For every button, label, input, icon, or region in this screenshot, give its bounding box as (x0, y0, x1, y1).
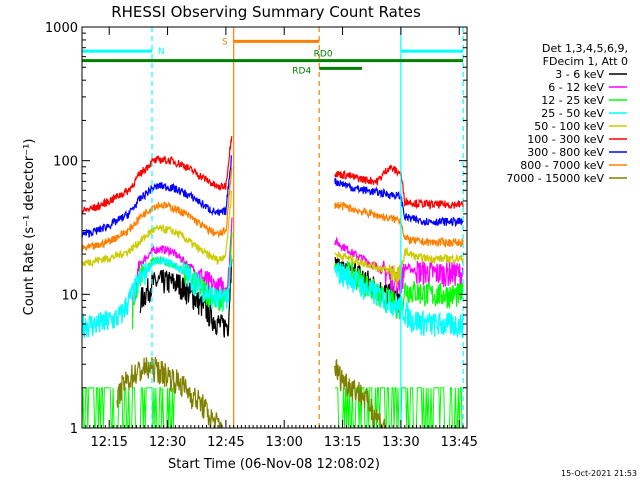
series-line-50-100-kev-b (334, 246, 464, 287)
legend-label-5: 100 - 300 keV (527, 133, 604, 146)
x-axis-label: Start Time (06-Nov-08 12:08:02) (168, 457, 380, 472)
flag-label-2: S (222, 37, 228, 47)
flag-label-3: RD0 (314, 50, 333, 60)
series-line-6-12-kev-b (334, 236, 464, 295)
legend-label-6: 300 - 800 keV (527, 146, 604, 159)
y-tick-label-3: 1000 (45, 21, 78, 36)
series-line-50-100-kev-a (81, 190, 233, 268)
series-line-100-300-kev-a (81, 136, 233, 215)
y-tick-label-0: 1 (70, 422, 78, 437)
x-tick-label-0: 12:15 (90, 435, 127, 450)
x-tick-label-1: 12:30 (149, 435, 186, 450)
legend-label-4: 50 - 100 keV (534, 120, 604, 133)
legend-label-3: 25 - 50 keV (541, 107, 604, 120)
series-line-800-7000-kev-b (334, 201, 464, 248)
legend-label-7: 800 - 7000 keV (520, 159, 604, 172)
y-tick-label-2: 100 (53, 155, 78, 170)
series-line-300-800-kev-b (334, 178, 464, 228)
legend-label-1: 6 - 12 keV (548, 81, 604, 94)
y-tick-label-1: 10 (61, 288, 78, 303)
flag-label-0: N (158, 47, 165, 57)
series-line-300-800-kev-a (81, 154, 233, 239)
series-line-25-50-kev-a (81, 255, 233, 339)
axis-ticks: 12:15 12:30 12:45 13:00 13:15 13:30 13:45 1 10 10… (45, 21, 478, 450)
series-line-25-50-kev-b (334, 262, 464, 338)
legend: Det 1,3,4,5,6,9,FDecim 1, Att 03 - 6 keV… (506, 42, 628, 185)
series-line-800-7000-kev-a (81, 167, 233, 252)
series-line-3-6-kev-a (139, 258, 233, 338)
x-tick-label-3: 13:00 (265, 435, 302, 450)
x-tick-label-2: 12:45 (207, 435, 244, 450)
plot-frame (81, 26, 468, 429)
x-tick-label-6: 13:45 (440, 435, 477, 450)
legend-label-2: 12 - 25 keV (541, 94, 604, 107)
chart-title: RHESSI Observing Summary Count Rates (111, 3, 421, 21)
legend-header-0: Det 1,3,4,5,6,9, (542, 42, 628, 55)
series-line-7000-15000-kev-b (334, 359, 386, 429)
x-tick-label-4: 13:15 (324, 435, 361, 450)
legend-header-1: FDecim 1, Att 0 (543, 55, 628, 68)
x-tick-label-5: 13:30 (382, 435, 419, 450)
series-line-7000-15000-kev-a (116, 356, 223, 429)
series-line-100-300-kev-b (334, 164, 464, 210)
flag-label-4: RD4 (292, 66, 311, 76)
legend-label-0: 3 - 6 keV (555, 68, 604, 81)
footer-timestamp: 15-Oct-2021 21:53 (561, 469, 637, 478)
legend-label-8: 7000 - 15000 keV (506, 172, 604, 185)
y-axis-label: Count Rate (s⁻¹ detector⁻¹) (22, 139, 37, 316)
